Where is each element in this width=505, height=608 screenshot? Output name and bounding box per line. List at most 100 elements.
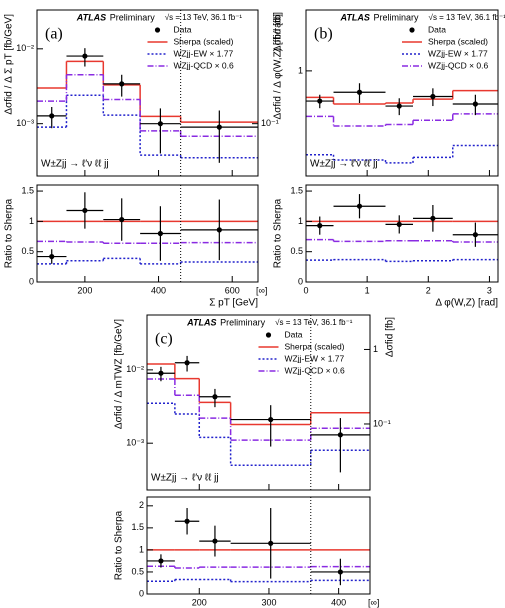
ratio-y-tick-label: 2 [139,500,144,510]
y-tick-label: 10⁻² [16,43,34,53]
x-axis-label: Δ φ(W,Z) [rad] [435,298,498,309]
ratio-y-tick-label: 1.5 [290,185,303,195]
y2-tick-label: 10⁻¹ [261,118,279,128]
ratio-y-tick-label: 0.5 [21,246,34,256]
x-tick-label: 400 [151,285,166,295]
data-point [430,215,436,221]
energy-label: √s = 13 TeV, 36.1 fb⁻¹ [429,13,505,22]
legend-label: Data [285,329,303,339]
data-point [184,360,190,366]
ratio-y-axis-label: Ratio to Sherpa [4,198,15,268]
overflow-label: [∞] [256,285,267,295]
atlas-label: ATLAS [340,12,370,22]
data-point [49,113,55,119]
panel-label: (c) [155,331,173,348]
ratio-y-axis-label: Ratio to Sherpa [114,510,125,580]
overflow-label: [∞] [368,597,379,607]
ratio-y-tick-label: 1.5 [131,522,144,532]
frame [305,9,499,177]
x-tick-label: 0 [303,285,308,295]
x-axis-label: Σ pT [GeV] [209,298,258,309]
data-point [82,53,88,59]
data-point [317,98,323,104]
frame [305,184,499,283]
legend-marker [409,27,415,33]
data-point [158,370,164,376]
ratio-plot [37,192,258,265]
top-plot [147,355,370,473]
ratio-plot [147,508,370,586]
data-point [396,103,402,109]
y-tick-label: 10⁻³ [16,118,34,128]
y-axis-label: Δσfid / Δ Σ pT [fb/GeV] [4,14,15,115]
data-point [356,203,363,209]
y-tick-label: 10⁻² [126,364,144,374]
ratio-y-axis-label: Ratio to Sherpa [273,198,284,268]
legend-label: WZjj-EW × 1.77 [174,48,234,58]
x-tick-label: 3 [487,285,492,295]
y-axis-label: Δσfid / Δ φ(W,Z) [fb/rad] [273,14,284,120]
ratio-y-tick-label: 1 [29,216,34,226]
process-label: W±Zjj → ℓ′ν ℓℓ jj [310,159,378,170]
data-point [119,81,125,87]
y-axis-label: Δσfid / Δ mTWZ [fb/GeV] [114,319,125,429]
top-plot [37,48,258,163]
data-point [317,223,323,229]
y2-tick-label: 1 [373,344,378,354]
data-point [158,558,164,564]
frame [36,184,259,283]
data-point [157,230,163,237]
data-point [472,101,478,107]
legend-label: Data [428,24,446,34]
legend-label: Sherpa (scaled) [428,36,488,46]
process-label: W±Zjj → ℓ′ν ℓℓ jj [151,473,219,484]
y2-tick-label: 10⁻¹ [373,418,391,428]
data-point [337,432,343,438]
process-label: W±Zjj → ℓ′ν ℓℓ jj [41,159,109,170]
data-point [396,221,402,228]
ratio-y-tick-label: 0 [139,588,144,598]
ratio-y-tick-label: 0.5 [290,246,303,256]
frame [146,314,371,491]
data-point [268,540,274,546]
data-point [119,216,125,223]
ratio-y-tick-label: 1.5 [21,185,34,195]
legend-label: Sherpa (scaled) [174,36,234,46]
legend-label: Sherpa (scaled) [285,341,345,351]
legend-label: WZjj-QCD × 0.6 [174,60,234,70]
top-plot [306,83,498,164]
x-tick-label: 200 [77,285,92,295]
panel-label: (a) [45,26,63,43]
atlas-label: ATLAS [186,317,216,327]
data-point [184,518,190,524]
data-point [212,538,218,544]
panel-label: (b) [314,26,333,43]
frame [146,496,371,595]
legend-marker [154,27,161,33]
y-tick-label: 10⁻³ [126,438,144,448]
data-point [268,416,274,423]
data-point [216,227,222,233]
y2-axis-label: Δσfid [fb] [273,12,284,52]
ratio-y-tick-label: 0 [298,276,303,286]
legend-label: WZjj-EW × 1.77 [428,48,488,58]
frame [36,9,259,177]
legend-label: WZjj-QCD × 0.6 [285,365,345,375]
ratio-plot [306,194,498,263]
x-tick-label: 600 [225,285,240,295]
ratio-y-tick-label: 1 [139,544,144,554]
data-point [337,569,343,575]
y2-axis-label: Δσfid [fb] [385,317,396,357]
status-label: Preliminary [110,12,156,22]
legend-label: WZjj-EW × 1.77 [285,353,345,363]
data-point [157,121,163,127]
energy-label: √s = 13 TeV, 36.1 fb⁻¹ [275,318,353,327]
ratio-y-tick-label: 0.5 [131,566,144,576]
ratio-y-tick-label: 1 [298,216,303,226]
data-point [212,394,218,400]
x-tick-label: 1 [365,285,370,295]
status-label: Preliminary [374,12,420,22]
x-tick-label: 400 [331,597,346,607]
data-point [430,93,436,100]
